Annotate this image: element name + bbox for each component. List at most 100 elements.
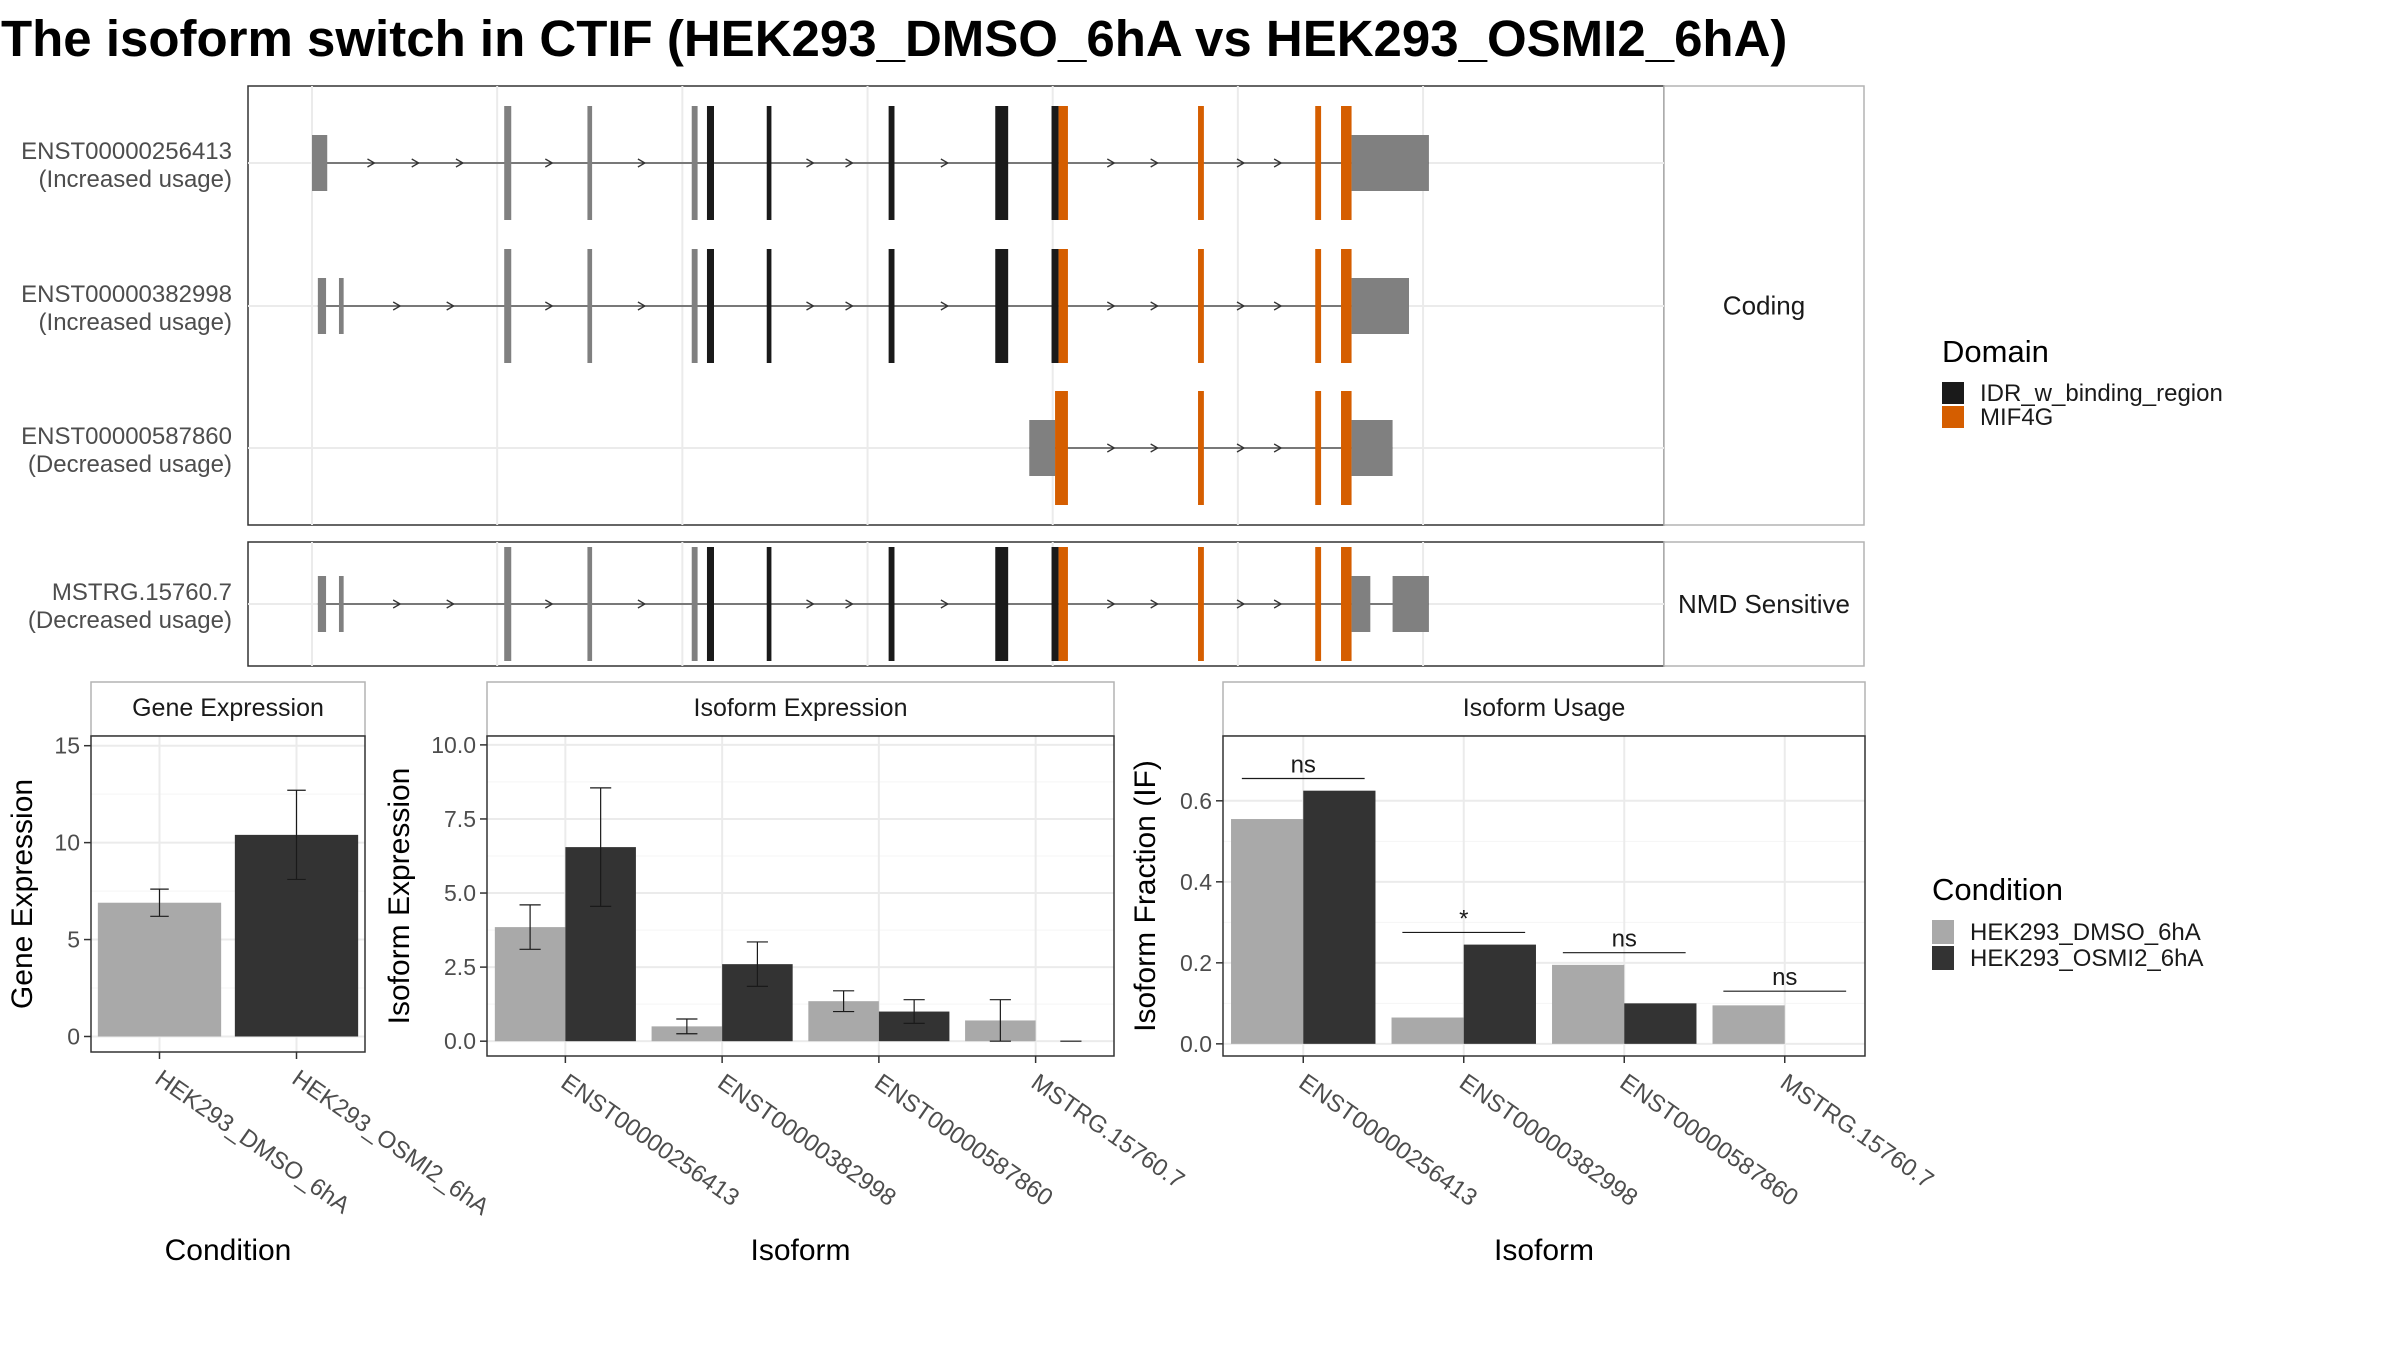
exon xyxy=(1351,135,1429,191)
exon xyxy=(1029,420,1056,476)
exon-idr xyxy=(995,547,1009,661)
panel-title: Gene Expression xyxy=(132,694,324,722)
exon xyxy=(691,106,698,220)
intron-arrow xyxy=(1150,599,1159,609)
exon-mif4g xyxy=(1341,249,1352,363)
intron-arrow xyxy=(940,599,950,609)
isoform-id-label: ENST00000382998 xyxy=(21,281,232,308)
panel-strip xyxy=(90,681,366,737)
intron-arrow xyxy=(806,158,815,168)
exon-mif4g xyxy=(1198,106,1204,220)
intron-arrow xyxy=(806,599,815,609)
exon xyxy=(1351,420,1393,476)
y-tick-label: 0.0 xyxy=(444,1028,476,1054)
intron-arrow xyxy=(637,158,647,168)
exon xyxy=(587,106,593,220)
x-axis-title: Isoform xyxy=(1494,1234,1594,1267)
y-axis-title: Isoform Expression xyxy=(383,768,416,1025)
intron-arrow xyxy=(940,158,950,168)
intron-arrow xyxy=(1106,158,1116,168)
panel-frame xyxy=(486,735,1115,1057)
bar-osmi2 xyxy=(1463,944,1536,1044)
exon-mif4g xyxy=(1058,106,1068,220)
exon-mif4g xyxy=(1055,391,1068,505)
exon xyxy=(1351,576,1371,632)
y-tick-label: 2.5 xyxy=(444,954,476,980)
domain-legend-title: Domain xyxy=(1942,334,2049,369)
exon xyxy=(691,547,698,661)
panel-title: Isoform Usage xyxy=(1463,694,1626,722)
exon xyxy=(1351,278,1409,334)
x-axis-title: Isoform xyxy=(750,1234,850,1267)
exon-mif4g xyxy=(1341,391,1352,505)
intron-arrow xyxy=(1150,301,1159,311)
intron-arrow xyxy=(845,158,854,168)
isoform-id-label: ENST00000587860 xyxy=(21,423,232,450)
structure-strip xyxy=(1663,541,1865,667)
figure-title: The isoform switch in CTIF (HEK293_DMSO_… xyxy=(1,10,1787,67)
x-tick-label: MSTRG.15760.7 xyxy=(1775,1069,1938,1194)
structure-strip-label: NMD Sensitive xyxy=(1678,589,1850,619)
exon xyxy=(587,547,593,661)
gene-expression-plot: Gene Expression051015HEK293_DMSO_6hAHEK2… xyxy=(6,681,494,1267)
intron-arrow xyxy=(845,599,854,609)
intron-arrow xyxy=(455,158,465,168)
exon-mif4g xyxy=(1341,106,1352,220)
panel-strip xyxy=(1222,681,1866,737)
intron-arrow xyxy=(1150,443,1159,453)
exon-idr xyxy=(995,249,1009,363)
exon-idr xyxy=(766,249,772,363)
isoform-usage-label: (Decreased usage) xyxy=(28,451,232,478)
intron-arrow xyxy=(845,301,854,311)
x-axis-title: Condition xyxy=(165,1234,292,1267)
exon-idr xyxy=(888,249,895,363)
bar-osmi2 xyxy=(1624,1003,1697,1044)
bar-dmso xyxy=(1712,1005,1785,1044)
exon-idr xyxy=(766,106,772,220)
exon-idr xyxy=(706,106,714,220)
exon-mif4g xyxy=(1315,547,1322,661)
intron-arrow xyxy=(637,599,647,609)
intron-arrow xyxy=(637,301,647,311)
intron-arrow xyxy=(1273,443,1283,453)
exon-idr xyxy=(1051,249,1059,363)
dmso-legend-swatch xyxy=(1932,920,1954,944)
y-tick-label: 0 xyxy=(67,1023,80,1049)
exon-mif4g xyxy=(1315,106,1322,220)
intron-arrow xyxy=(545,301,554,311)
y-tick-label: 0.4 xyxy=(1180,869,1212,895)
intron-arrow xyxy=(545,599,554,609)
intron-arrow xyxy=(1150,158,1159,168)
intron-arrow xyxy=(446,599,455,609)
y-tick-label: 15 xyxy=(54,733,80,759)
exon-mif4g xyxy=(1198,547,1204,661)
condition-legend-label: HEK293_DMSO_6hA xyxy=(1970,919,2201,946)
y-tick-label: 5.0 xyxy=(444,880,476,906)
bar-osmi2 xyxy=(1303,790,1376,1044)
y-tick-label: 5 xyxy=(67,927,80,953)
exon xyxy=(317,576,327,632)
structure-strip-label: Coding xyxy=(1723,291,1805,321)
intron-arrow xyxy=(446,301,455,311)
bar-dmso xyxy=(1231,819,1304,1044)
isoform-usage-label: (Increased usage) xyxy=(39,309,232,336)
y-tick-label: 0.6 xyxy=(1180,788,1212,814)
y-tick-label: 10 xyxy=(54,830,80,856)
intron-arrow xyxy=(367,158,376,168)
intron-arrow xyxy=(1236,443,1246,453)
bar-dmso xyxy=(1391,1017,1464,1044)
panel-frame xyxy=(90,735,366,1053)
intron-arrow xyxy=(411,158,421,168)
osmi2-legend-swatch xyxy=(1932,946,1954,970)
intron-arrow xyxy=(1106,301,1116,311)
intron-arrow xyxy=(940,301,950,311)
exon xyxy=(317,278,327,334)
isoform-usage-plot: Isoform Usage0.00.20.40.6ns*nsnsENST0000… xyxy=(1129,681,1938,1267)
domain-legend-label: IDR_w_binding_region xyxy=(1980,380,2223,407)
bar-dmso xyxy=(97,902,222,1037)
exon xyxy=(1392,576,1429,632)
isoform-expression-plot: Isoform Expression0.02.55.07.510.0ENST00… xyxy=(383,681,1189,1267)
intron-arrow xyxy=(545,158,554,168)
